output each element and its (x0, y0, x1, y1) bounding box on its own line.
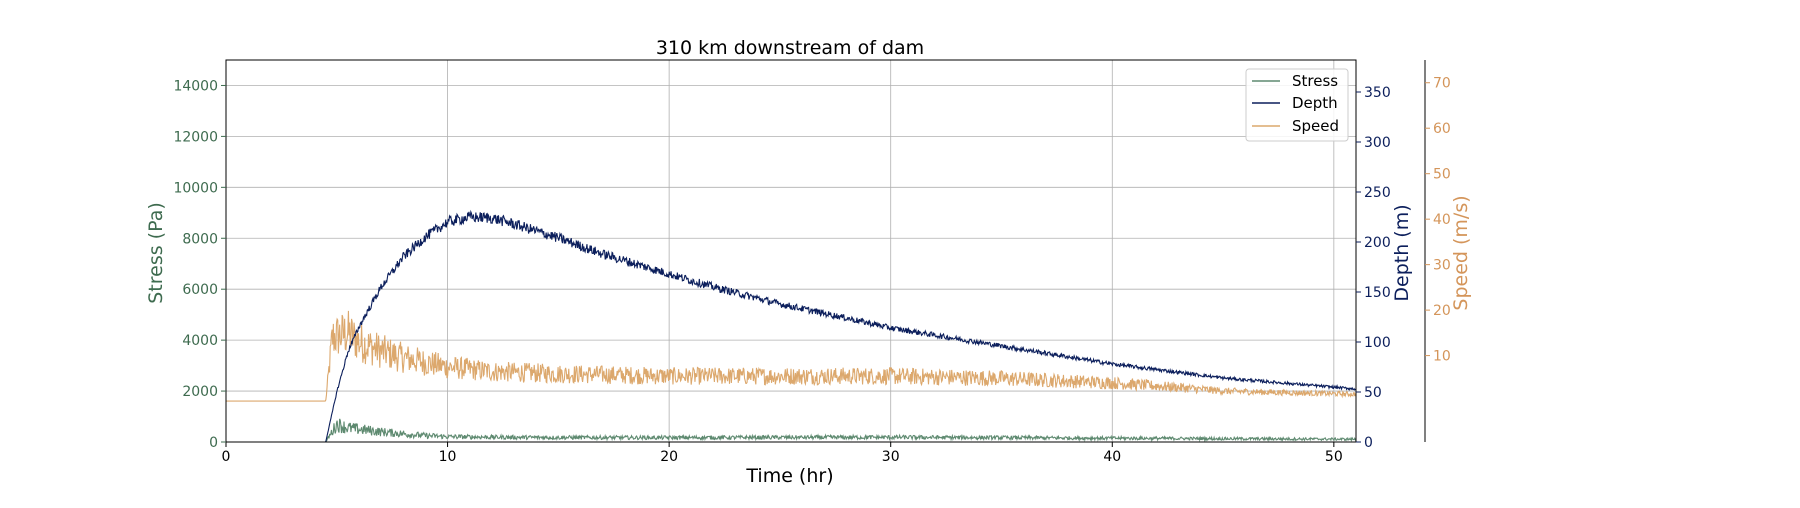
speed-tick-label: 50 (1433, 167, 1451, 183)
speed-axis-label: Speed (m/s) (1450, 195, 1472, 310)
stress-axis-label: Stress (Pa) (145, 202, 167, 304)
stress-tick-label: 4000 (182, 333, 218, 349)
stress-tick-label: 14000 (173, 78, 218, 94)
axis-layer: 0 10 20 30 40 5002000400060008000100001200014… (173, 60, 1451, 465)
stress-tick-label: 0 (209, 435, 218, 451)
series-line-stress (226, 418, 1357, 443)
x-tick-label: 30 (882, 449, 900, 465)
depth-tick-label: 0 (1364, 435, 1373, 451)
depth-tick-label: 50 (1364, 385, 1382, 401)
stress-tick-label: 6000 (182, 282, 218, 298)
depth-tick-label: 100 (1364, 335, 1391, 351)
speed-tick-label: 30 (1433, 258, 1451, 274)
speed-tick-label: 20 (1433, 303, 1451, 319)
series-line-speed (226, 310, 1357, 402)
stress-tick-label: 12000 (173, 129, 218, 145)
depth-tick-label: 150 (1364, 285, 1391, 301)
x-tick-label: 10 (439, 449, 457, 465)
depth-tick-label: 250 (1364, 185, 1391, 201)
depth-tick-label: 350 (1364, 85, 1391, 101)
x-tick-label: 0 (222, 449, 231, 465)
speed-tick-label: 60 (1433, 121, 1451, 137)
depth-tick-label: 200 (1364, 235, 1391, 251)
speed-tick-label: 10 (1433, 349, 1451, 365)
depth-axis-label: Depth (m) (1391, 204, 1413, 301)
x-tick-label: 40 (1103, 449, 1121, 465)
series-layer (226, 209, 1357, 443)
legend-label-speed: Speed (1292, 117, 1339, 135)
legend-label-stress: Stress (1292, 72, 1338, 90)
chart-title: 310 km downstream of dam (656, 37, 924, 59)
x-tick-label: 20 (660, 449, 678, 465)
x-tick-label: 50 (1325, 449, 1343, 465)
plot-frame (225, 59, 1357, 443)
stress-tick-label: 10000 (173, 180, 218, 196)
grid-layer (225, 60, 1356, 443)
legend: Stress Depth Speed (1245, 68, 1349, 142)
legend-box (1245, 68, 1349, 142)
legend-label-depth: Depth (1292, 94, 1338, 112)
stress-tick-label: 8000 (182, 231, 218, 247)
speed-tick-label: 70 (1433, 76, 1451, 92)
series-line-depth (226, 209, 1357, 443)
depth-tick-label: 300 (1364, 135, 1391, 151)
speed-tick-label: 40 (1433, 212, 1451, 228)
x-axis-label: Time (hr) (745, 465, 833, 487)
stress-tick-label: 2000 (182, 384, 218, 400)
